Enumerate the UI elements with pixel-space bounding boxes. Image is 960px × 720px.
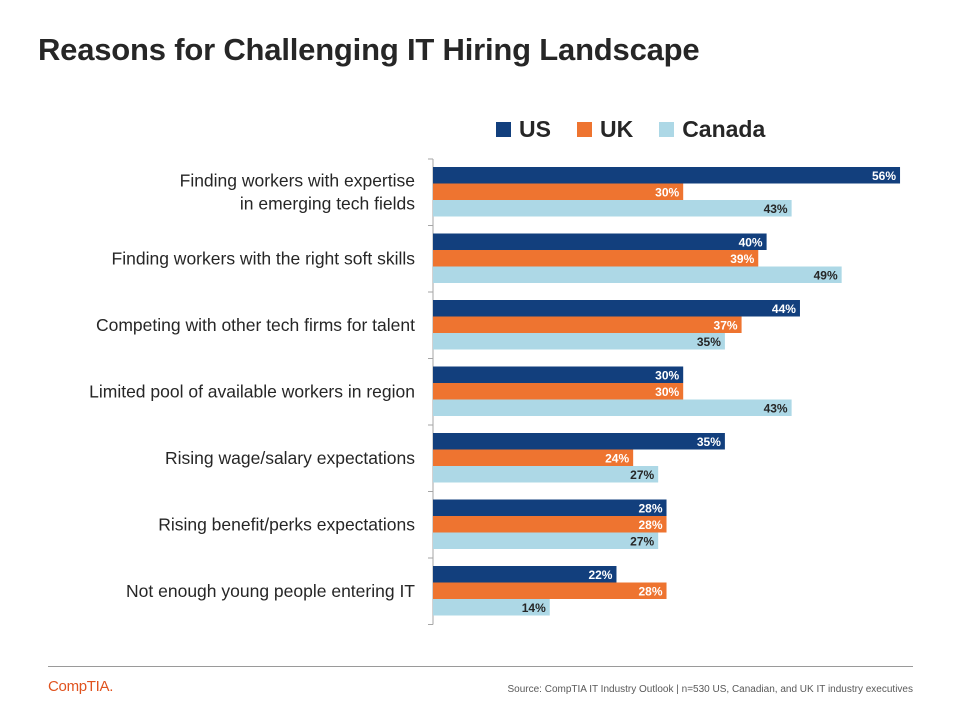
legend-swatch-uk: [576, 121, 592, 137]
legend-item-us: US: [496, 116, 551, 143]
data-label-canada: 43%: [764, 202, 788, 216]
data-label-canada: 49%: [814, 268, 838, 282]
category-label: Limited pool of available workers in reg…: [89, 381, 415, 401]
data-label-canada: 43%: [764, 401, 788, 415]
category-label-line: Limited pool of available workers in reg…: [89, 381, 415, 401]
data-label-uk: 28%: [638, 584, 662, 598]
category-label: Rising wage/salary expectations: [165, 448, 415, 468]
data-label-us: 44%: [772, 302, 796, 316]
bar-canada: [433, 532, 659, 549]
source-note: Source: CompTIA IT Industry Outlook | n=…: [507, 684, 914, 695]
bar-uk: [433, 183, 684, 200]
category-label: Not enough young people entering IT: [126, 581, 415, 601]
data-label-us: 30%: [655, 368, 679, 382]
chart-title: Reasons for Challenging IT Hiring Landsc…: [38, 32, 700, 67]
bar-us: [433, 300, 800, 317]
category-label-line: Finding workers with expertise: [180, 170, 415, 190]
legend-label-uk: UK: [599, 115, 634, 142]
category-label: Finding workers with the right soft skil…: [112, 248, 416, 268]
legend-item-canada: Canada: [659, 116, 765, 143]
bar-uk: [433, 516, 667, 533]
bar-us: [433, 233, 767, 250]
bar-canada: [433, 599, 550, 616]
category-label-line: Not enough young people entering IT: [126, 581, 415, 601]
data-label-canada: 35%: [697, 335, 721, 349]
comptia-logo: CompTIA.: [48, 678, 114, 695]
bar-uk: [433, 449, 634, 466]
bar-uk: [433, 250, 759, 267]
data-label-us: 40%: [739, 235, 763, 249]
data-label-canada: 27%: [630, 468, 654, 482]
data-label-canada: 27%: [630, 534, 654, 548]
category-label: Competing with other tech firms for tale…: [96, 315, 415, 335]
data-label-uk: 39%: [730, 252, 754, 266]
chart-legend: US UK Canada: [496, 114, 791, 144]
data-label-uk: 30%: [655, 185, 679, 199]
bar-us: [433, 433, 725, 450]
bar-canada: [433, 333, 725, 350]
data-label-uk: 37%: [714, 318, 738, 332]
category-label-line: Rising wage/salary expectations: [165, 448, 415, 468]
data-label-us: 22%: [588, 568, 612, 582]
bar-canada: [433, 399, 792, 416]
bar-canada: [433, 466, 659, 483]
bar-us: [433, 366, 684, 383]
legend-item-uk: UK: [576, 115, 634, 143]
category-label: Finding workers with expertise in emergin…: [180, 170, 416, 213]
data-label-us: 35%: [697, 435, 721, 449]
bar-us: [433, 167, 901, 184]
category-label-line: Competing with other tech firms for tale…: [96, 315, 415, 335]
legend-label-canada: Canada: [682, 115, 766, 142]
bar-us: [433, 499, 667, 516]
footer-divider: [48, 666, 913, 667]
data-label-us: 28%: [638, 501, 662, 515]
data-label-uk: 28%: [638, 518, 662, 532]
category-label-line: Finding workers with the right soft skil…: [112, 248, 416, 268]
legend-swatch-us: [496, 121, 511, 137]
bar-uk: [433, 582, 667, 599]
legend-swatch-canada: [659, 121, 675, 137]
data-label-uk: 24%: [605, 451, 629, 465]
category-label-line: in emerging tech fields: [240, 193, 415, 213]
data-label-uk: 30%: [655, 385, 679, 399]
category-label-line: Rising benefit/perks expectations: [158, 514, 415, 534]
bar-canada: [433, 266, 842, 283]
bar-us: [433, 566, 617, 583]
bar-uk: [433, 383, 684, 400]
category-label: Rising benefit/perks expectations: [158, 514, 415, 534]
bar-canada: [433, 200, 792, 217]
legend-label-us: US: [519, 115, 551, 142]
bar-uk: [433, 316, 742, 333]
data-label-canada: 14%: [522, 601, 546, 615]
data-label-us: 56%: [872, 169, 896, 183]
